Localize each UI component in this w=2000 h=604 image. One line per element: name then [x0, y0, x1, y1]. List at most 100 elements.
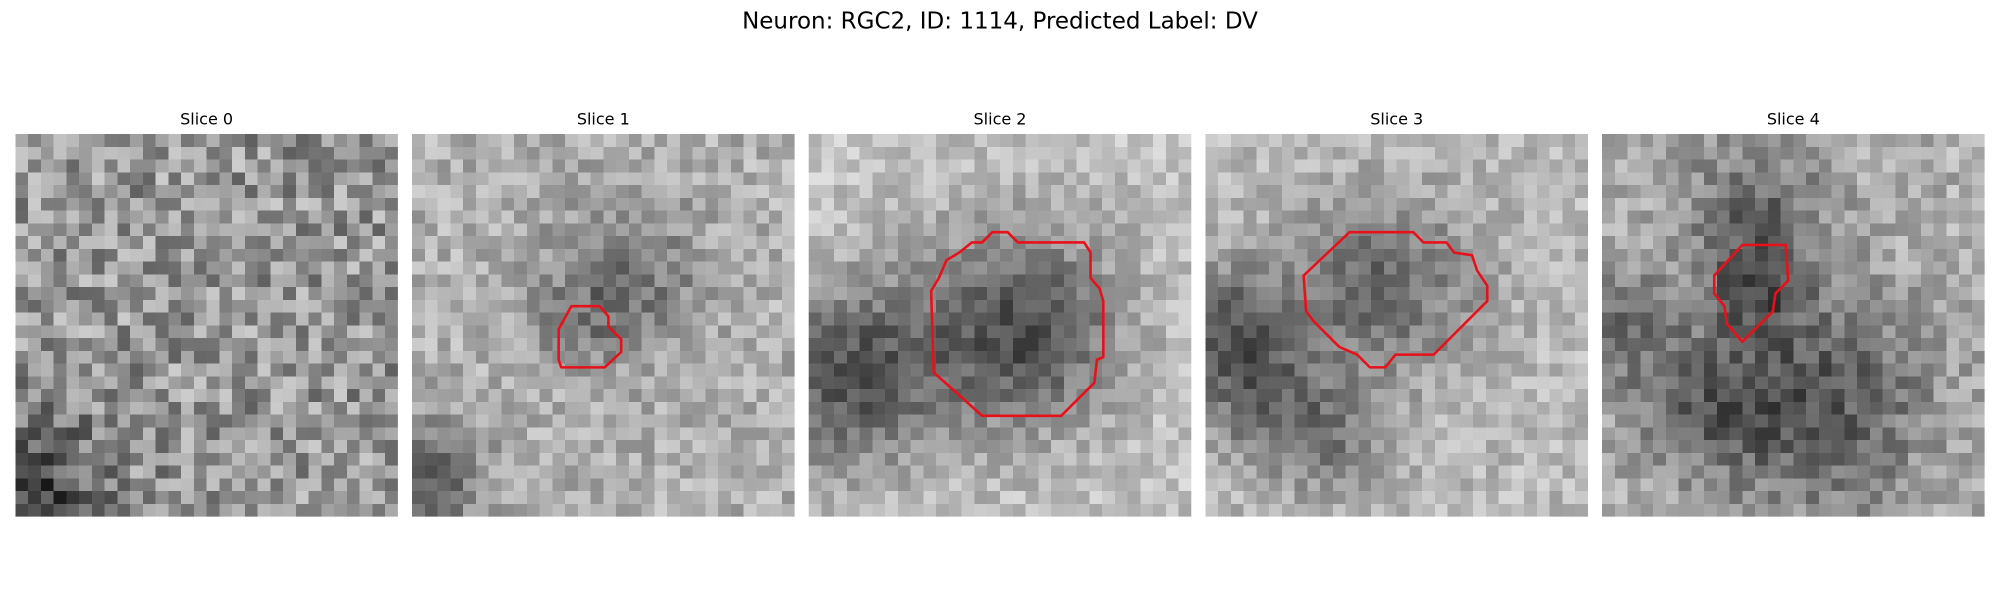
- pixel: [488, 427, 502, 441]
- pixel: [859, 363, 873, 377]
- pixel: [1294, 236, 1308, 250]
- pixel: [206, 172, 220, 186]
- pixel: [1000, 503, 1014, 517]
- pixel: [424, 389, 438, 403]
- pixel: [1678, 223, 1692, 237]
- pixel: [1920, 146, 1934, 160]
- pixel: [1653, 134, 1667, 148]
- pixel: [1320, 325, 1334, 339]
- pixel: [79, 440, 93, 454]
- pixel: [1729, 452, 1743, 466]
- pixel: [1729, 491, 1743, 505]
- pixel: [1076, 185, 1090, 199]
- pixel: [1869, 465, 1883, 479]
- pixel: [1345, 312, 1359, 326]
- pixel: [130, 452, 144, 466]
- pixel: [1536, 376, 1550, 390]
- pixel: [1895, 236, 1909, 250]
- pixel: [948, 312, 962, 326]
- pixel: [1243, 376, 1257, 390]
- pixel: [1371, 389, 1385, 403]
- pixel: [372, 363, 386, 377]
- pixel: [1614, 210, 1628, 224]
- pixel: [1000, 172, 1014, 186]
- pixel: [1409, 134, 1423, 148]
- pixel: [1869, 261, 1883, 275]
- pixel: [1729, 210, 1743, 224]
- pixel: [1844, 197, 1858, 211]
- pixel: [244, 376, 258, 390]
- pixel: [1153, 261, 1167, 275]
- pixel: [948, 210, 962, 224]
- pixel: [1793, 312, 1807, 326]
- pixel: [1729, 338, 1743, 352]
- pixel: [437, 465, 451, 479]
- pixel: [910, 440, 924, 454]
- pixel: [1614, 338, 1628, 352]
- pixel: [1831, 312, 1845, 326]
- pixel: [1653, 452, 1667, 466]
- pixel: [1447, 414, 1461, 428]
- pixel: [1038, 503, 1052, 517]
- pixel: [1218, 452, 1232, 466]
- pixel: [372, 503, 386, 517]
- pixel: [923, 134, 937, 148]
- pixel: [1640, 248, 1654, 262]
- pixel: [821, 274, 835, 288]
- pixel: [257, 172, 271, 186]
- pixel: [1946, 197, 1960, 211]
- pixel: [1806, 338, 1820, 352]
- pixel: [117, 465, 131, 479]
- pixel: [1627, 503, 1641, 517]
- pixel: [1473, 440, 1487, 454]
- pixel: [283, 465, 297, 479]
- pixel: [692, 376, 706, 390]
- pixel: [1178, 248, 1192, 262]
- pixel: [295, 261, 309, 275]
- pixel: [1908, 325, 1922, 339]
- pixel: [1269, 376, 1283, 390]
- pixel: [897, 287, 911, 301]
- pixel: [539, 185, 553, 199]
- pixel: [155, 287, 169, 301]
- pixel: [603, 427, 617, 441]
- pixel: [385, 261, 398, 275]
- pixel: [488, 414, 502, 428]
- pixel: [117, 261, 131, 275]
- pixel: [834, 350, 848, 364]
- pixel: [244, 440, 258, 454]
- pixel: [514, 414, 528, 428]
- pixel: [923, 197, 937, 211]
- pixel: [948, 350, 962, 364]
- pixel: [142, 452, 156, 466]
- pixel: [1051, 414, 1065, 428]
- pixel: [834, 491, 848, 505]
- pixel: [1755, 363, 1769, 377]
- pixel: [1549, 287, 1563, 301]
- pixel: [1524, 389, 1538, 403]
- pixel: [1691, 376, 1705, 390]
- pixel: [730, 389, 744, 403]
- pixel: [1256, 210, 1270, 224]
- pixel: [1178, 427, 1192, 441]
- pixel: [1076, 312, 1090, 326]
- pixel: [730, 401, 744, 415]
- pixel: [1678, 401, 1692, 415]
- pixel: [1114, 261, 1128, 275]
- pixel: [730, 325, 744, 339]
- pixel: [1767, 248, 1781, 262]
- pixel: [1230, 465, 1244, 479]
- pixel: [859, 248, 873, 262]
- pixel: [679, 427, 693, 441]
- pixel: [1114, 350, 1128, 364]
- pixel: [1562, 172, 1576, 186]
- pixel: [628, 299, 642, 313]
- pixel: [679, 299, 693, 313]
- pixel: [1511, 185, 1525, 199]
- pixel: [1153, 312, 1167, 326]
- pixel: [1575, 223, 1589, 237]
- pixel: [130, 210, 144, 224]
- pixel: [808, 363, 822, 377]
- pixel: [270, 452, 284, 466]
- pixel: [679, 210, 693, 224]
